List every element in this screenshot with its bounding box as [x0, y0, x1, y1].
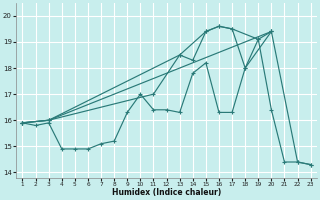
X-axis label: Humidex (Indice chaleur): Humidex (Indice chaleur) — [112, 188, 221, 197]
